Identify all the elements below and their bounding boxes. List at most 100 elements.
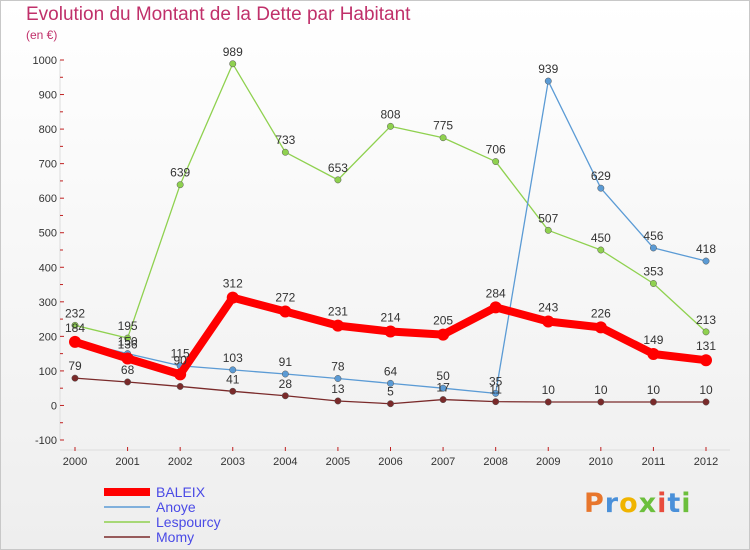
legend-label-lespourcy: Lespourcy <box>156 514 221 530</box>
data-label-anoye: 456 <box>643 229 663 243</box>
y-tick-label: 100 <box>39 366 57 378</box>
data-point-lespourcy <box>597 246 605 254</box>
x-tick-label: 2003 <box>221 456 245 468</box>
legend-label-momy: Momy <box>156 529 194 545</box>
data-point-anoye <box>492 389 500 397</box>
data-point-baleix <box>700 354 712 367</box>
data-point-baleix <box>226 291 239 304</box>
data-point-momy <box>71 374 79 382</box>
data-label-lespourcy: 989 <box>223 45 243 59</box>
data-point-anoye <box>649 244 657 252</box>
data-label-baleix: 272 <box>275 290 295 304</box>
data-label-lespourcy: 213 <box>696 313 716 327</box>
x-tick-label: 2001 <box>115 456 139 468</box>
data-label-lespourcy: 232 <box>65 306 85 320</box>
data-label-momy: 41 <box>226 372 240 386</box>
y-tick-label: 700 <box>39 159 57 171</box>
data-label-anoye: 939 <box>538 62 558 76</box>
logo-letter: x <box>638 488 658 519</box>
data-label-baleix: 149 <box>643 333 663 347</box>
data-label-lespourcy: 653 <box>328 161 348 175</box>
data-label-momy: 10 <box>647 383 661 397</box>
x-tick-label: 2004 <box>273 456 297 468</box>
proxiti-logo: Proxiti <box>584 488 692 519</box>
data-label-anoye: 78 <box>331 360 345 374</box>
data-point-lespourcy <box>492 158 500 166</box>
data-point-baleix <box>384 325 397 338</box>
data-label-lespourcy: 706 <box>486 143 506 157</box>
logo-letter: t <box>667 488 682 519</box>
y-tick-label: 600 <box>39 193 57 205</box>
logo-letter: r <box>604 488 620 519</box>
x-tick-label: 2002 <box>168 456 192 468</box>
data-label-momy: 13 <box>331 382 345 396</box>
data-label-baleix: 90 <box>173 353 187 367</box>
y-tick-label: 200 <box>39 331 57 343</box>
legend-label-anoye: Anoye <box>156 499 196 515</box>
x-tick-label: 2010 <box>589 456 613 468</box>
data-label-anoye: 629 <box>591 169 611 183</box>
logo-letter: o <box>619 488 639 519</box>
data-label-anoye: 50 <box>436 369 450 383</box>
chart-title: Evolution du Montant de la Dette par Hab… <box>26 4 411 25</box>
data-label-momy: 10 <box>594 383 608 397</box>
data-point-momy <box>439 396 447 404</box>
logo-letter: i <box>657 488 668 519</box>
data-point-baleix <box>489 301 502 314</box>
x-tick-label: 2006 <box>378 456 402 468</box>
data-label-lespourcy: 733 <box>275 133 295 147</box>
x-tick-label: 2008 <box>483 456 507 468</box>
y-tick-label: 800 <box>39 124 57 136</box>
logo-letter: P <box>584 488 605 519</box>
y-tick-label: 300 <box>39 297 57 309</box>
data-label-baleix: 131 <box>696 339 716 353</box>
data-point-baleix <box>69 335 81 348</box>
y-tick-label: -100 <box>35 435 57 447</box>
data-label-baleix: 312 <box>223 277 243 291</box>
data-label-baleix: 284 <box>486 286 506 300</box>
data-label-baleix: 226 <box>591 306 611 320</box>
data-label-momy: 17 <box>436 381 450 395</box>
data-label-lespourcy: 507 <box>538 211 558 225</box>
chart-subtitle: (en €) <box>26 28 58 42</box>
y-tick-label: 900 <box>39 90 57 102</box>
data-point-baleix <box>542 315 555 328</box>
data-point-baleix <box>594 321 607 334</box>
data-label-baleix: 214 <box>380 311 400 325</box>
data-label-baleix: 184 <box>65 321 85 335</box>
data-label-momy: 28 <box>279 377 293 391</box>
data-label-momy: 79 <box>68 359 82 373</box>
data-label-momy: 10 <box>542 383 556 397</box>
data-point-lespourcy <box>439 134 447 142</box>
data-label-momy: 10 <box>699 383 713 397</box>
data-point-lespourcy <box>649 280 657 287</box>
data-point-momy <box>387 400 394 408</box>
data-point-lespourcy <box>544 226 552 234</box>
data-label-lespourcy: 195 <box>118 319 138 333</box>
data-point-baleix <box>174 368 187 381</box>
data-point-anoye <box>334 375 342 382</box>
data-point-anoye <box>281 370 289 378</box>
data-label-baleix: 231 <box>328 305 348 319</box>
x-tick-label: 2009 <box>536 456 560 468</box>
data-point-baleix <box>279 305 292 318</box>
data-point-momy <box>334 397 342 405</box>
data-point-momy <box>281 392 289 400</box>
y-tick-label: 400 <box>39 262 57 274</box>
data-point-momy <box>124 378 132 386</box>
data-point-baleix <box>121 352 134 365</box>
data-label-baleix: 205 <box>433 314 453 328</box>
data-point-lespourcy <box>176 181 184 189</box>
data-label-lespourcy: 450 <box>591 231 611 245</box>
data-point-lespourcy <box>124 334 132 342</box>
data-label-anoye: 91 <box>279 355 293 369</box>
data-point-baleix <box>437 328 450 341</box>
data-point-momy <box>544 398 552 406</box>
data-point-lespourcy <box>281 148 289 156</box>
data-label-momy: 5 <box>387 385 394 399</box>
data-point-lespourcy <box>229 60 237 68</box>
data-label-lespourcy: 353 <box>643 265 663 279</box>
data-label-lespourcy: 808 <box>380 107 400 121</box>
data-point-anoye <box>597 184 605 192</box>
